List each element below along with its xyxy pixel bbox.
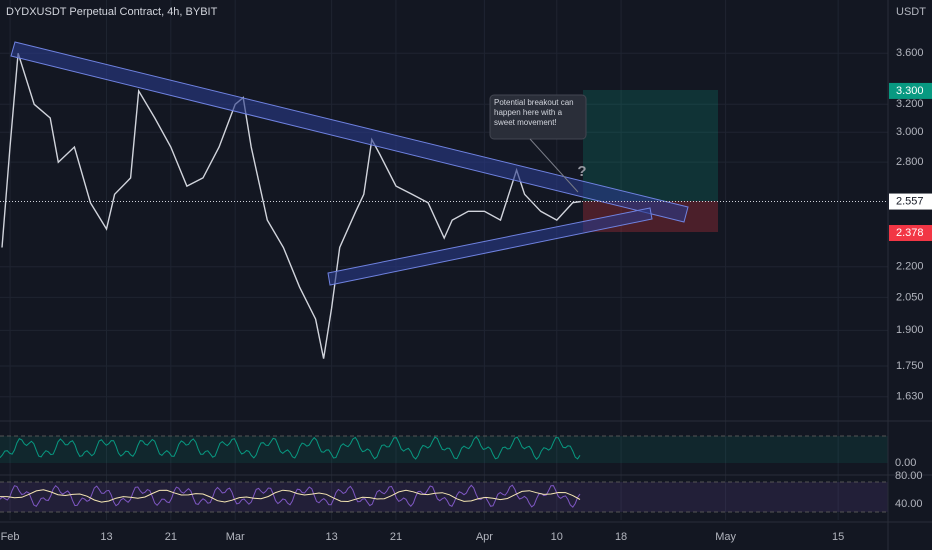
chart-title: DYDXUSDT Perpetual Contract, 4h, BYBIT xyxy=(6,6,218,18)
annotation-holder: Potential breakout can happen here with … xyxy=(494,98,574,127)
lower-trendline xyxy=(327,207,653,286)
y-tick-label: 3.200 xyxy=(896,98,924,110)
indicator-label: 80.00 xyxy=(895,470,923,482)
upper-trendline xyxy=(10,41,689,223)
price-label-box xyxy=(889,193,932,210)
x-tick-label: 18 xyxy=(615,531,627,543)
price-label: 2.557 xyxy=(896,195,924,207)
indicator-band-2 xyxy=(0,482,888,512)
x-tick-label: Mar xyxy=(226,531,245,543)
y-tick-label: 1.750 xyxy=(896,360,924,372)
y-tick-label: 3.600 xyxy=(896,47,924,59)
x-tick-label: 13 xyxy=(100,531,112,543)
price-label: 3.300 xyxy=(896,85,924,97)
y-tick-label: 2.050 xyxy=(896,291,924,303)
x-tick-label: May xyxy=(715,531,736,543)
x-tick-label: Apr xyxy=(476,531,493,543)
price-label: 2.378 xyxy=(896,227,924,239)
y-tick-label: 2.800 xyxy=(896,156,924,168)
y-tick-label: 1.900 xyxy=(896,324,924,336)
price-series xyxy=(1,52,582,359)
x-tick-label: 15 xyxy=(832,531,844,543)
price-label-box xyxy=(889,225,932,242)
indicator-label: 40.00 xyxy=(895,498,923,510)
indicator-line-1 xyxy=(0,436,581,460)
x-tick-label: 13 xyxy=(326,531,338,543)
annotation-box xyxy=(489,94,587,140)
annotation-text: Potential breakout can happen here with … xyxy=(494,98,574,127)
y-tick-label: 3.000 xyxy=(896,126,924,138)
x-tick-label: 10 xyxy=(551,531,563,543)
annotation-pointer xyxy=(529,138,579,193)
long-target-zone xyxy=(583,90,718,201)
x-tick-label: 21 xyxy=(390,531,402,543)
x-tick-label: Feb xyxy=(1,531,20,543)
question-mark: ? xyxy=(577,163,586,180)
price-label-box xyxy=(889,82,932,99)
price-line xyxy=(1,52,582,359)
currency-label: USDT xyxy=(896,6,926,18)
indicator-signal xyxy=(0,489,581,503)
y-tick-label: 1.630 xyxy=(896,391,924,403)
x-tick-label: 21 xyxy=(165,531,177,543)
y-tick-label: 2.200 xyxy=(896,261,924,273)
indicator-label: 0.00 xyxy=(895,457,916,469)
axes: 1.630 1.750 1.900 2.050 2.200 2.800 3.000 3.200… xyxy=(0,47,932,543)
